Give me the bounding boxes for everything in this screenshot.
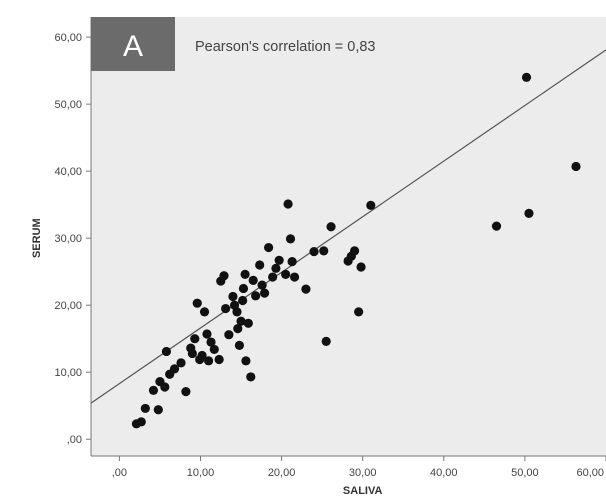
data-point xyxy=(248,275,258,285)
y-tick-label: 40,00 xyxy=(54,166,82,178)
data-point xyxy=(285,234,296,244)
x-tick-label: 40,00 xyxy=(430,467,458,479)
data-point xyxy=(219,271,229,281)
data-point xyxy=(349,246,360,256)
data-point xyxy=(283,199,293,209)
data-point xyxy=(233,324,243,334)
data-point xyxy=(192,298,202,308)
data-point xyxy=(187,348,197,359)
x-tick-label: 60,00 xyxy=(576,467,604,479)
data-point xyxy=(241,356,251,366)
data-point xyxy=(224,330,234,340)
y-tick-label: 20,00 xyxy=(54,300,82,312)
data-point xyxy=(181,387,191,397)
data-point xyxy=(238,283,249,294)
data-point xyxy=(206,337,216,347)
data-point xyxy=(524,208,534,218)
data-point xyxy=(321,336,331,346)
x-tick-label: ,00 xyxy=(112,467,127,479)
overlay: A Pearson's correlation = 0,83 xyxy=(91,17,376,71)
y-tick-label: 50,00 xyxy=(54,99,82,111)
data-point xyxy=(571,161,581,172)
data-point xyxy=(153,405,163,415)
data-point xyxy=(309,246,319,257)
data-point xyxy=(259,288,270,298)
data-point xyxy=(356,262,366,272)
data-point xyxy=(209,344,219,355)
x-tick-label: 20,00 xyxy=(268,467,296,479)
data-point xyxy=(301,284,311,294)
data-point xyxy=(354,307,364,317)
data-point xyxy=(268,272,278,282)
data-point xyxy=(264,242,274,253)
data-point xyxy=(161,346,172,357)
data-point xyxy=(214,354,224,365)
data-point xyxy=(243,318,253,328)
y-tick-label: ,00 xyxy=(67,434,82,446)
x-axis-label: SALIVA xyxy=(343,485,383,497)
panel-tag xyxy=(91,17,175,71)
data-point xyxy=(234,340,245,351)
panel-letter: A xyxy=(123,30,143,63)
x-tick-label: 30,00 xyxy=(349,467,377,479)
data-point xyxy=(197,350,207,361)
data-point xyxy=(199,307,210,317)
data-point xyxy=(140,403,150,414)
data-point xyxy=(169,364,180,374)
data-point xyxy=(246,372,256,382)
data-point xyxy=(240,269,250,279)
data-point xyxy=(148,385,159,395)
y-axis-label: SERUM xyxy=(31,218,43,258)
data-point xyxy=(281,269,291,279)
data-point xyxy=(521,72,532,82)
y-tick-label: 30,00 xyxy=(54,233,82,245)
data-point xyxy=(190,334,200,344)
y-tick-label: 10,00 xyxy=(54,367,82,379)
data-points xyxy=(131,72,581,429)
data-point xyxy=(257,280,267,290)
data-point xyxy=(274,255,284,265)
x-tick-label: 10,00 xyxy=(187,467,215,479)
data-point xyxy=(287,257,297,267)
data-point xyxy=(491,221,502,231)
data-point xyxy=(160,382,170,392)
axis-ticks: ,00 10,00 20,00 30,00 40,00 50,00 60,00 ,00 10,0… xyxy=(31,32,606,497)
data-point xyxy=(176,358,186,368)
data-point xyxy=(238,295,248,306)
y-tick-label: 60,00 xyxy=(54,32,82,44)
data-point xyxy=(366,200,376,210)
data-point xyxy=(251,291,261,301)
data-point xyxy=(236,316,246,326)
data-point xyxy=(221,303,231,314)
plot-background xyxy=(91,17,606,456)
plot-area xyxy=(90,17,606,457)
data-point xyxy=(136,417,146,427)
correlation-annotation: Pearson's correlation = 0,83 xyxy=(195,39,376,55)
data-point xyxy=(326,222,336,232)
data-point xyxy=(203,356,214,366)
data-point xyxy=(228,291,238,302)
data-point xyxy=(289,272,300,282)
data-point xyxy=(319,246,329,256)
data-point xyxy=(232,307,242,317)
regression-line xyxy=(91,49,606,404)
data-point xyxy=(202,329,212,339)
x-tick-label: 50,00 xyxy=(511,467,539,479)
data-point xyxy=(255,260,265,270)
data-point xyxy=(271,263,281,273)
